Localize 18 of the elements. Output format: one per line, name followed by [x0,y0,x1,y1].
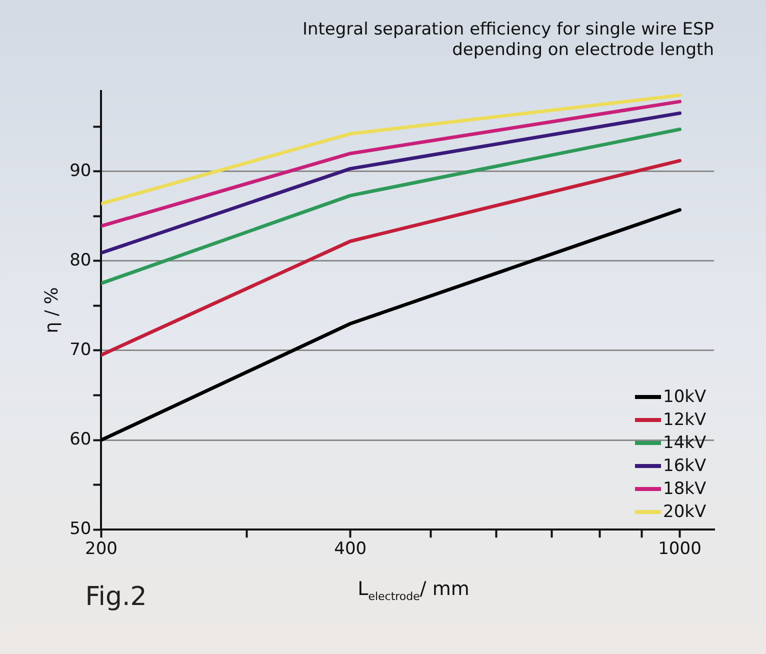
x-axis-title: L$_{electrode}$/ mm [358,578,470,602]
legend-label: 18kV [663,479,706,500]
legend-label: 14kV [663,433,706,454]
legend-label: 16kV [663,456,706,476]
y-tick-label: 90 [70,160,92,181]
x-tick-label: 200 [85,539,118,560]
legend-label: 12kV [663,410,706,430]
y-tick-label: 50 [70,519,92,540]
y-tick-label: 80 [70,250,92,270]
legend-label: 10kV [663,387,706,408]
y-tick-label: 60 [70,429,92,450]
caption: Fig.2 [85,582,147,612]
legend-label: 20kV [663,502,706,522]
x-tick-label: 400 [334,539,367,560]
y-axis-title: η / % [41,287,62,334]
chart-title: Integral separation efficiency for single wire ESP depending on electrode length [302,20,714,60]
y-tick-label: 70 [70,340,92,360]
x-tick-label: 1000 [658,539,702,560]
